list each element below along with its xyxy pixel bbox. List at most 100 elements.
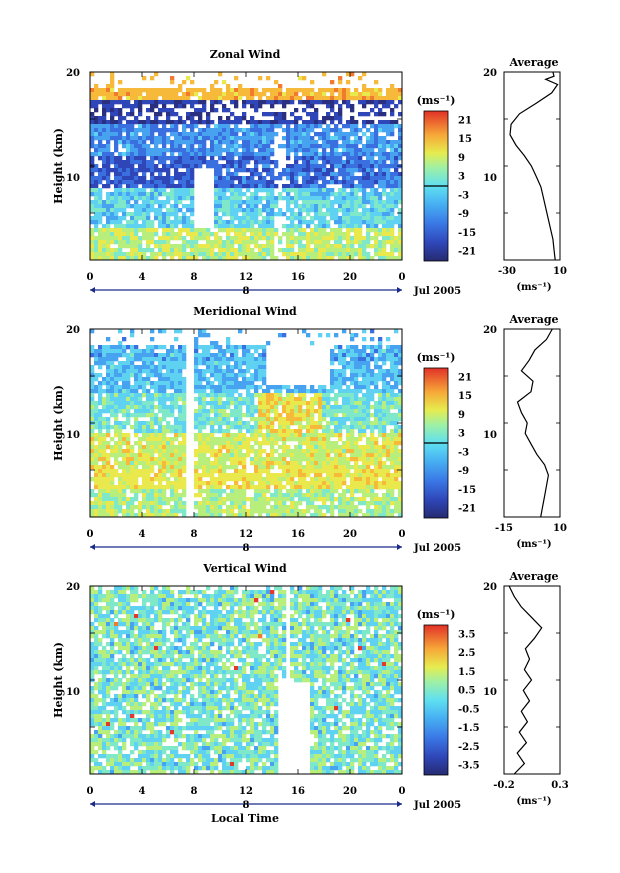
- heatmap-cell: [298, 144, 303, 149]
- heatmap-cell: [98, 469, 103, 474]
- heatmap-cell: [334, 385, 339, 390]
- heatmap-cell: [238, 160, 243, 165]
- heatmap-cell: [166, 252, 171, 257]
- heatmap-cell: [226, 160, 231, 165]
- heatmap-cell: [178, 421, 183, 426]
- heatmap-cell: [242, 216, 247, 221]
- heatmap-cell: [318, 176, 323, 181]
- heatmap-cell: [214, 160, 219, 165]
- heatmap-cell: [230, 433, 235, 438]
- heatmap-cell: [302, 128, 307, 133]
- heatmap-cell: [134, 373, 139, 378]
- heatmap-cell: [310, 232, 315, 237]
- heatmap-cell: [222, 381, 227, 386]
- heatmap-cell: [106, 357, 111, 362]
- heatmap-cell: [382, 445, 387, 450]
- heatmap-cell: [302, 236, 307, 241]
- heatmap-cell: [398, 413, 403, 418]
- heatmap-cell: [170, 208, 175, 213]
- heatmap-cell: [134, 200, 139, 205]
- heatmap-cell: [190, 148, 195, 153]
- heatmap-cell: [130, 108, 135, 113]
- heatmap-cell: [270, 216, 275, 221]
- heatmap-cell: [218, 164, 223, 169]
- heatmap-cell: [90, 204, 95, 209]
- heatmap-cell: [238, 329, 243, 334]
- heatmap-cell: [274, 417, 279, 422]
- heatmap-cell: [358, 373, 363, 378]
- heatmap-cell: [94, 216, 99, 221]
- heatmap-cell: [210, 100, 215, 105]
- heatmap-cell: [270, 441, 275, 446]
- heatmap-cell: [358, 397, 363, 402]
- heatmap-cell: [378, 252, 383, 257]
- heatmap-cell: [298, 461, 303, 466]
- heatmap-cell: [230, 473, 235, 478]
- heatmap-cell: [270, 385, 275, 390]
- heatmap-cell: [194, 361, 199, 366]
- heatmap-cell: [370, 216, 375, 221]
- heatmap-cell: [134, 429, 139, 434]
- heatmap-cell: [270, 100, 275, 105]
- heatmap-cell: [234, 104, 239, 109]
- heatmap-cell: [350, 120, 355, 125]
- heatmap-cell: [378, 160, 383, 165]
- heatmap-cell: [146, 136, 151, 141]
- heatmap-cell: [194, 244, 199, 249]
- heatmap-cell: [190, 220, 195, 225]
- heatmap-cell: [158, 385, 163, 390]
- heatmap-cell: [290, 96, 295, 101]
- heatmap-cell: [294, 485, 299, 490]
- heatmap-cell: [234, 381, 239, 386]
- heatmap-cell: [122, 116, 127, 121]
- heatmap-cell: [166, 184, 171, 189]
- heatmap-cell: [130, 212, 135, 217]
- heatmap-cell: [230, 477, 235, 482]
- heatmap-cell: [118, 385, 123, 390]
- heatmap-cell: [242, 385, 247, 390]
- heatmap-cell: [362, 353, 367, 358]
- heatmap-cell: [390, 248, 395, 253]
- heatmap-cell: [194, 108, 199, 113]
- heatmap-cell: [258, 136, 263, 141]
- heatmap-cell: [198, 148, 203, 153]
- heatmap-cell: [254, 204, 259, 209]
- heatmap-cell: [322, 240, 327, 245]
- heatmap-cell: [106, 212, 111, 217]
- heatmap-cell: [102, 425, 107, 430]
- heatmap-cell: [158, 397, 163, 402]
- heatmap-cell: [138, 385, 143, 390]
- heatmap-cell: [110, 160, 115, 165]
- heatmap-cell: [270, 152, 275, 157]
- heatmap-cell: [322, 220, 327, 225]
- heatmap-cell: [186, 164, 191, 169]
- heatmap-cell: [214, 477, 219, 482]
- heatmap-cell: [278, 176, 283, 181]
- heatmap-cell: [126, 172, 131, 177]
- heatmap-cell: [270, 132, 275, 137]
- heatmap-cell: [178, 425, 183, 430]
- heatmap-cell: [190, 112, 195, 117]
- heatmap-cell: [126, 244, 131, 249]
- heatmap-cell: [326, 116, 331, 121]
- heatmap-cell: [118, 477, 123, 482]
- heatmap-cell: [90, 465, 95, 470]
- heatmap-cell: [250, 353, 255, 358]
- heatmap-cell: [302, 433, 307, 438]
- heatmap-cell: [150, 361, 155, 366]
- heatmap-cell: [130, 477, 135, 482]
- heatmap-cell: [378, 180, 383, 185]
- heatmap-cell: [306, 164, 311, 169]
- heatmap-cell: [318, 473, 323, 478]
- heatmap-cell: [134, 128, 139, 133]
- heatmap-cell: [358, 248, 363, 253]
- heatmap-cell: [366, 461, 371, 466]
- heatmap-cell: [142, 96, 147, 101]
- heatmap-cell: [234, 100, 239, 105]
- heatmap-cell: [194, 252, 199, 257]
- heatmap-cell: [286, 168, 291, 173]
- heatmap-cell: [318, 333, 323, 338]
- heatmap-cell: [198, 136, 203, 141]
- heatmap-cell: [134, 236, 139, 241]
- heatmap-cell: [338, 152, 343, 157]
